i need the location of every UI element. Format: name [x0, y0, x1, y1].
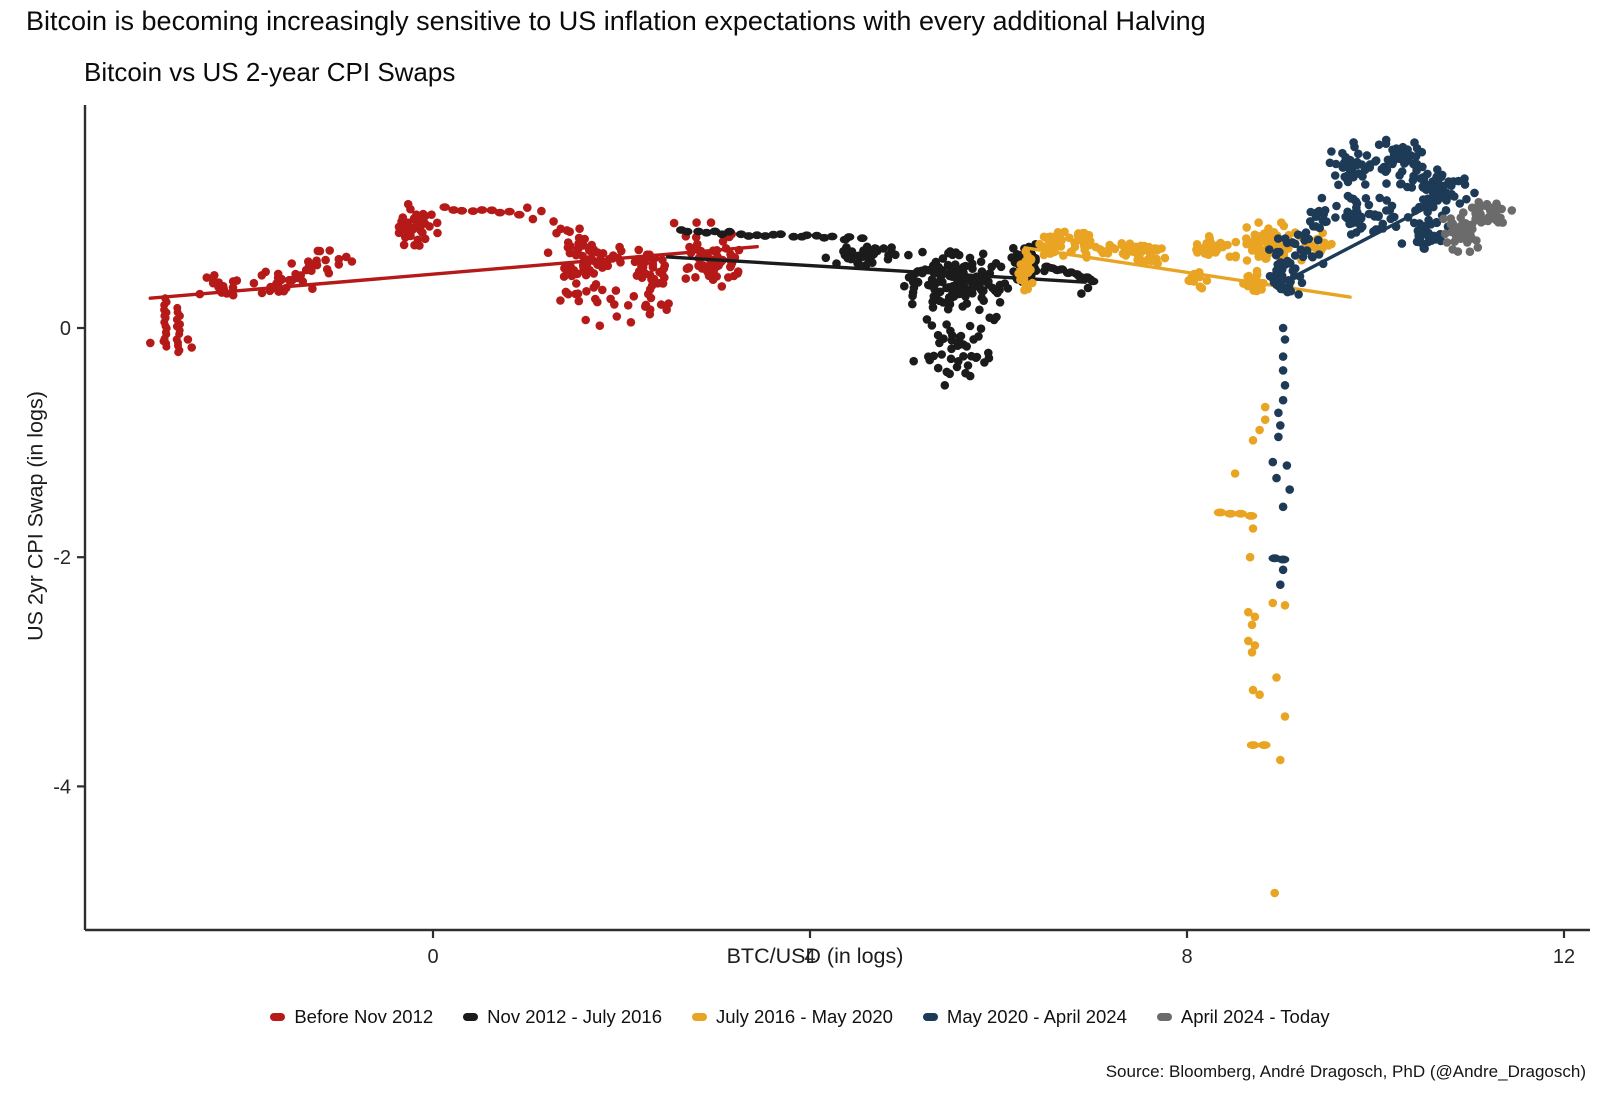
legend-label: Before Nov 2012: [294, 1006, 434, 1027]
series-nov-2012-july-2016: [665, 226, 1099, 390]
source-note: Source: Bloomberg, André Dragosch, PhD (…: [1105, 1062, 1586, 1081]
x-tick-label: 12: [1553, 946, 1575, 968]
legend-marker-icon: [270, 1013, 286, 1021]
legend-marker-icon: [1156, 1013, 1172, 1021]
legend-label: May 2020 - April 2024: [946, 1006, 1127, 1027]
legend-item-3: May 2020 - April 2024: [922, 1006, 1127, 1028]
series-july-2016-may-2020: [1014, 218, 1352, 898]
legend-label: Nov 2012 - July 2016: [487, 1006, 663, 1027]
x-tick-label: 8: [1181, 946, 1192, 968]
series-may-2020-april-2024: [1265, 135, 1479, 589]
legend-label: April 2024 - Today: [1180, 1006, 1330, 1027]
legend-item-0: Before Nov 2012: [270, 1006, 433, 1028]
x-tick-label: 4: [804, 946, 815, 968]
legend: Before Nov 2012 Nov 2012 - July 2016 July …: [0, 1006, 1600, 1028]
series-april-2024-today: [1439, 197, 1517, 256]
x-axis-label: BTC/USD (in logs): [726, 944, 904, 968]
y-tick-label: 0: [60, 318, 71, 340]
axes: 0 4 8 12 0 -2 -4: [53, 105, 1590, 968]
legend-item-1: Nov 2012 - July 2016: [463, 1006, 662, 1028]
chart-headline: Bitcoin is becoming increasingly sensiti…: [26, 6, 1206, 36]
y-tick-label: -2: [53, 547, 71, 569]
legend-label: July 2016 - May 2020: [716, 1006, 893, 1027]
legend-item-2: July 2016 - May 2020: [692, 1006, 893, 1028]
legend-item-4: April 2024 - Today: [1156, 1006, 1330, 1028]
x-tick-label: 0: [427, 946, 438, 968]
legend-marker-icon: [692, 1013, 708, 1021]
series-before-nov-2012: [146, 199, 759, 357]
trend-line: [1023, 246, 1352, 299]
legend-marker-icon: [463, 1013, 479, 1021]
legend-marker-icon: [922, 1013, 938, 1021]
y-tick-label: -4: [53, 776, 71, 798]
chart-title: Bitcoin vs US 2-year CPI Swaps: [84, 57, 456, 87]
trend-line: [1272, 194, 1450, 289]
trend-line: [665, 255, 1087, 284]
trend-line: [148, 244, 759, 300]
